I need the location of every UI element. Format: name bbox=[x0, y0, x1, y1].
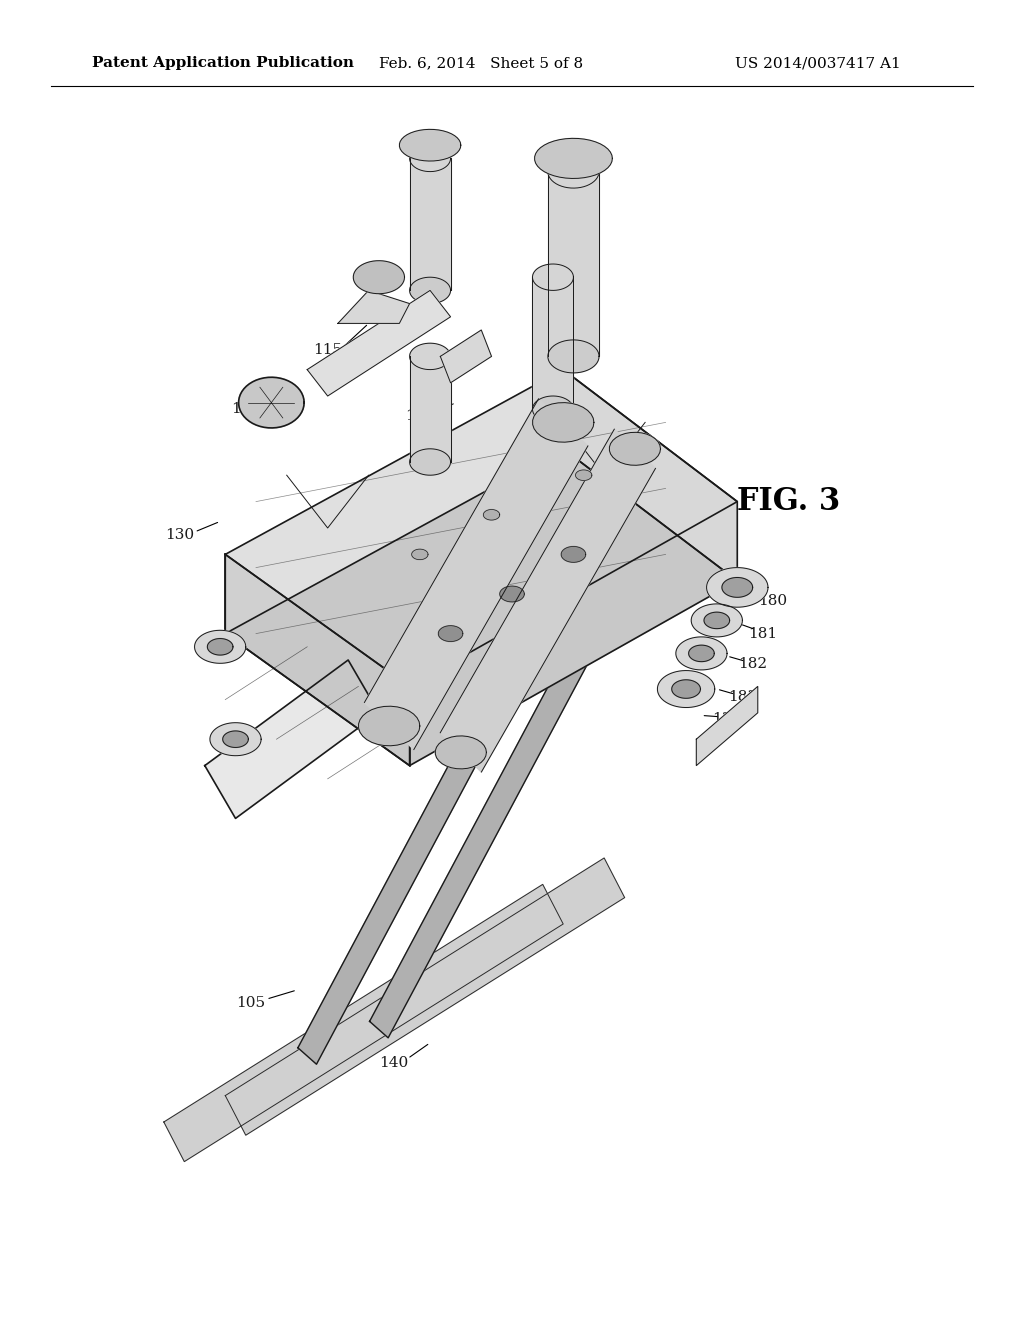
Text: Patent Application Publication: Patent Application Publication bbox=[92, 57, 354, 70]
Polygon shape bbox=[399, 129, 461, 161]
Text: 130: 130 bbox=[713, 713, 741, 726]
Text: 115: 115 bbox=[313, 343, 342, 356]
Polygon shape bbox=[164, 884, 563, 1162]
Polygon shape bbox=[239, 378, 304, 428]
Polygon shape bbox=[609, 433, 660, 465]
Polygon shape bbox=[195, 631, 246, 663]
Polygon shape bbox=[365, 399, 588, 750]
Polygon shape bbox=[532, 396, 573, 422]
Polygon shape bbox=[691, 605, 742, 636]
Polygon shape bbox=[298, 626, 542, 1064]
Polygon shape bbox=[223, 731, 249, 747]
Polygon shape bbox=[412, 549, 428, 560]
Polygon shape bbox=[225, 370, 737, 686]
Polygon shape bbox=[548, 156, 599, 187]
Polygon shape bbox=[676, 638, 727, 669]
Polygon shape bbox=[532, 264, 573, 290]
Polygon shape bbox=[410, 158, 451, 290]
Polygon shape bbox=[563, 370, 737, 581]
Polygon shape bbox=[370, 599, 613, 1038]
Polygon shape bbox=[338, 290, 410, 323]
Polygon shape bbox=[500, 586, 524, 602]
Polygon shape bbox=[435, 737, 486, 768]
Polygon shape bbox=[353, 261, 404, 293]
Polygon shape bbox=[440, 330, 492, 383]
Text: 137: 137 bbox=[406, 409, 434, 422]
Polygon shape bbox=[483, 510, 500, 520]
Polygon shape bbox=[722, 578, 753, 597]
Text: Feb. 6, 2014   Sheet 5 of 8: Feb. 6, 2014 Sheet 5 of 8 bbox=[379, 57, 584, 70]
Polygon shape bbox=[440, 429, 655, 772]
Polygon shape bbox=[696, 686, 758, 766]
Polygon shape bbox=[208, 639, 233, 655]
Polygon shape bbox=[535, 139, 612, 178]
Polygon shape bbox=[689, 645, 715, 661]
Polygon shape bbox=[307, 290, 451, 396]
Polygon shape bbox=[410, 145, 451, 172]
Text: 105: 105 bbox=[237, 997, 265, 1010]
Polygon shape bbox=[548, 341, 599, 372]
Text: 140: 140 bbox=[380, 1056, 409, 1069]
Polygon shape bbox=[225, 858, 625, 1135]
Text: 180: 180 bbox=[759, 594, 787, 607]
Polygon shape bbox=[210, 723, 261, 755]
Polygon shape bbox=[532, 403, 594, 442]
Text: 182: 182 bbox=[738, 657, 767, 671]
Text: US 2014/0037417 A1: US 2014/0037417 A1 bbox=[735, 57, 901, 70]
Polygon shape bbox=[561, 546, 586, 562]
Text: 181: 181 bbox=[749, 627, 777, 640]
Polygon shape bbox=[438, 626, 463, 642]
Text: 130: 130 bbox=[165, 528, 194, 541]
Polygon shape bbox=[657, 671, 715, 708]
Polygon shape bbox=[225, 554, 410, 766]
Polygon shape bbox=[707, 568, 768, 607]
Polygon shape bbox=[410, 343, 451, 370]
Text: 183: 183 bbox=[728, 690, 757, 704]
Polygon shape bbox=[672, 680, 700, 698]
Polygon shape bbox=[705, 612, 729, 628]
Polygon shape bbox=[575, 470, 592, 480]
Polygon shape bbox=[410, 356, 451, 462]
Polygon shape bbox=[532, 277, 573, 409]
Text: 116: 116 bbox=[231, 403, 260, 416]
Polygon shape bbox=[358, 706, 420, 746]
Text: FIG. 3: FIG. 3 bbox=[737, 486, 841, 517]
Polygon shape bbox=[548, 172, 599, 356]
Polygon shape bbox=[410, 277, 451, 304]
Polygon shape bbox=[225, 449, 737, 766]
Polygon shape bbox=[205, 660, 379, 818]
Polygon shape bbox=[410, 449, 451, 475]
